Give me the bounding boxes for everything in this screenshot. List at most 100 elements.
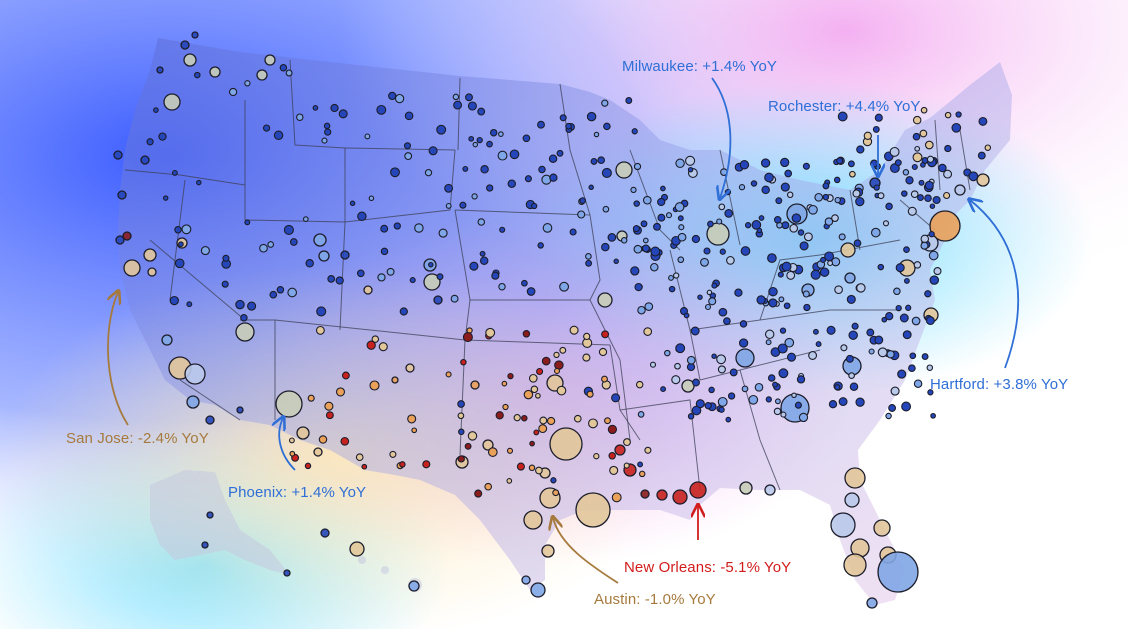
metro-bubble — [236, 406, 244, 414]
metro-dot — [341, 371, 350, 380]
metro-dot — [849, 382, 859, 391]
metro-dot — [585, 253, 592, 260]
metro-bubble — [615, 161, 633, 179]
metro-dot — [723, 317, 731, 325]
metro-bubble — [235, 322, 255, 342]
metro-dot — [703, 247, 711, 255]
metro-dot — [754, 382, 764, 392]
metro-bubble — [183, 53, 197, 67]
metro-dot — [633, 244, 643, 254]
metro-dot — [289, 450, 296, 457]
metro-dot — [716, 354, 727, 365]
metro-dot — [330, 103, 339, 113]
metro-dot — [719, 248, 726, 255]
metro-dot — [943, 191, 951, 200]
metro-dot — [296, 113, 304, 121]
metro-dot — [700, 257, 709, 267]
metro-dot — [582, 353, 591, 362]
metro-dot — [462, 332, 473, 343]
metro-dot — [529, 440, 535, 447]
metro-dot — [708, 386, 715, 394]
metro-dot — [903, 277, 910, 284]
metro-dot — [889, 146, 900, 157]
metro-dot — [822, 193, 830, 201]
metro-dot — [978, 116, 988, 126]
metro-dot — [521, 414, 528, 422]
metro-bubble — [117, 190, 127, 200]
metro-dot — [908, 364, 916, 373]
metro-dot — [799, 241, 809, 251]
metro-dot — [422, 460, 431, 469]
metro-bubble — [283, 569, 291, 577]
metro-dot — [780, 157, 790, 168]
metro-dot — [866, 328, 875, 337]
metro-dot — [928, 231, 935, 238]
metro-dot — [838, 233, 846, 241]
metro-bubble — [180, 40, 190, 50]
metro-dot — [467, 101, 477, 111]
alaska-landmass — [150, 470, 290, 575]
metro-dot — [928, 250, 939, 261]
metro-bubble — [482, 439, 494, 451]
metro-bubble — [320, 528, 330, 538]
metro-dot — [920, 106, 928, 114]
metro-dot — [902, 169, 910, 176]
metro-dot — [893, 287, 901, 296]
metro-dot — [597, 156, 606, 165]
metro-dot — [548, 154, 558, 163]
metro-dot — [758, 215, 765, 221]
metro-dot — [650, 262, 659, 272]
metro-dot — [932, 195, 941, 205]
metro-dot — [436, 273, 444, 281]
metro-dot — [335, 387, 346, 397]
metro-dot — [273, 130, 284, 141]
metro-bubble — [640, 489, 650, 499]
metro-dot — [874, 113, 883, 122]
metro-dot — [687, 166, 694, 173]
callout-rochester: Rochester: +4.4% YoY — [768, 98, 921, 115]
metro-bubble — [830, 512, 856, 538]
metro-dot — [897, 369, 907, 379]
callout-hartford: Hartford: +3.8% YoY — [930, 376, 1069, 393]
metro-dot — [895, 263, 905, 273]
metro-bubble — [614, 444, 626, 456]
metro-dot — [741, 385, 749, 393]
metro-dot — [642, 237, 649, 244]
metro-dot — [748, 394, 759, 405]
metro-dot — [305, 259, 314, 268]
metro-dot — [836, 157, 844, 165]
metro-dot — [507, 372, 514, 380]
metro-dot — [361, 463, 368, 470]
metro-bubble — [470, 380, 480, 390]
metro-dot — [912, 152, 923, 163]
metro-dot — [786, 270, 796, 280]
metro-dot — [750, 180, 758, 187]
metro-bubble — [313, 447, 323, 457]
metro-dot — [914, 145, 921, 152]
metro-dot — [489, 128, 498, 137]
metro-dot — [649, 361, 657, 368]
metro-dot — [498, 282, 506, 291]
metro-dot — [378, 342, 388, 352]
metro-dot — [541, 356, 551, 366]
metro-dot — [863, 131, 872, 140]
metro-dot — [784, 169, 793, 178]
metro-dot — [399, 307, 408, 316]
metro-dot — [726, 256, 735, 265]
metro-dot — [779, 327, 787, 334]
metro-dot — [930, 412, 936, 419]
metro-dot — [174, 258, 185, 269]
metro-dot — [917, 194, 924, 202]
metro-bubble — [929, 210, 961, 242]
metro-dot — [399, 461, 406, 468]
metro-dot — [158, 132, 167, 141]
metro-dot — [677, 215, 684, 222]
metro-bubble — [976, 173, 990, 187]
metro-dot — [553, 351, 560, 359]
metro-dot — [259, 243, 268, 253]
metro-dot — [674, 362, 681, 370]
metro-dot — [848, 330, 858, 340]
metro-dot — [756, 295, 766, 305]
metro-dot — [905, 304, 912, 311]
metro-dot — [554, 360, 564, 370]
